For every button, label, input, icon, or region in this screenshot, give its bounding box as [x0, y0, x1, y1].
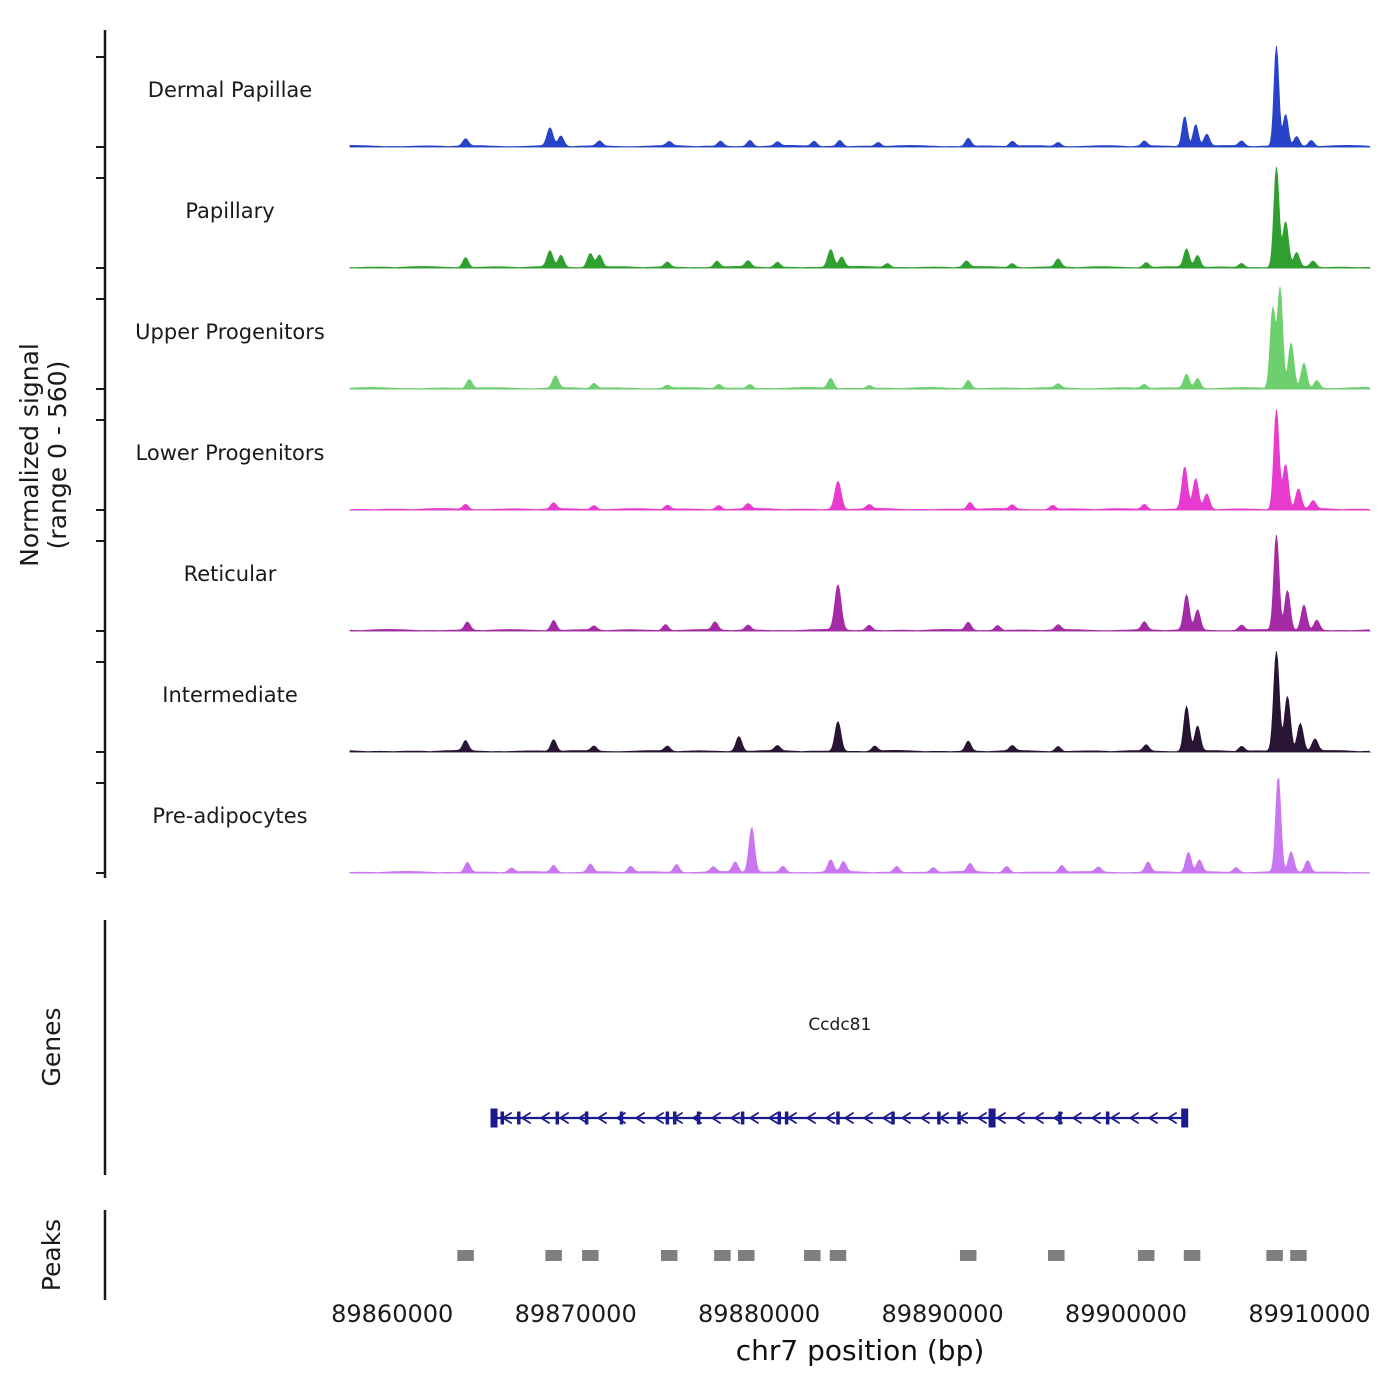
strand-arrow-icon [805, 1112, 816, 1124]
peak-region [714, 1250, 731, 1261]
strand-arrow-icon [976, 1112, 987, 1124]
strand-arrow-icon [900, 1112, 911, 1124]
strand-arrow-icon [881, 1112, 892, 1124]
strand-arrow-icon [1147, 1112, 1158, 1124]
strand-arrow-icon [653, 1112, 664, 1124]
signal-track-area [349, 651, 1372, 753]
peak-region [1183, 1250, 1201, 1261]
strand-arrow-icon [995, 1112, 1006, 1124]
strand-arrow-icon [634, 1112, 645, 1124]
strand-arrow-icon [520, 1112, 531, 1124]
track-label: Dermal Papillae [148, 78, 312, 102]
strand-arrow-icon [919, 1112, 930, 1124]
gene-exon [937, 1111, 941, 1125]
signal-track-area [349, 409, 1372, 511]
x-tick-label: 89890000 [881, 1300, 1003, 1328]
gene-exon [1058, 1111, 1062, 1125]
gene-exon [665, 1111, 670, 1125]
y-axis-label-line1: Normalized signal [15, 343, 44, 567]
gene-name-label: Ccdc81 [808, 1015, 871, 1035]
peaks-section-label: Peaks [37, 1219, 66, 1291]
strand-arrow-icon [843, 1112, 854, 1124]
peak-region [582, 1250, 599, 1261]
gene-exon [836, 1111, 840, 1125]
gene-exon [957, 1111, 961, 1125]
strand-arrow-icon [1166, 1112, 1177, 1124]
peak-region [959, 1250, 977, 1261]
strand-arrow-icon [539, 1112, 550, 1124]
strand-arrow-icon [1128, 1112, 1139, 1124]
peak-region [660, 1250, 678, 1261]
gene-exon [517, 1111, 521, 1125]
peak-region [738, 1250, 755, 1261]
peak-region [1137, 1250, 1155, 1261]
track-label: Pre-adipocytes [152, 804, 307, 828]
gene-exon [672, 1111, 677, 1125]
x-tick-label: 89860000 [331, 1300, 453, 1328]
strand-arrow-icon [710, 1112, 721, 1124]
signal-track-area [349, 46, 1372, 148]
track-label: Papillary [185, 199, 274, 223]
x-tick-label: 89880000 [698, 1300, 820, 1328]
signal-track-area [349, 777, 1371, 874]
strand-arrow-icon [748, 1112, 759, 1124]
strand-arrow-icon [729, 1112, 740, 1124]
signal-track-area [349, 534, 1371, 632]
peak-region [545, 1250, 562, 1261]
strand-arrow-icon [1071, 1112, 1082, 1124]
gene-exon [696, 1111, 701, 1125]
gene-exon [584, 1111, 589, 1125]
gene-exon [490, 1108, 498, 1128]
strand-arrow-icon [596, 1112, 607, 1124]
strand-arrow-icon [1033, 1112, 1044, 1124]
gene-exon [555, 1111, 560, 1125]
strand-arrow-icon [824, 1112, 835, 1124]
peak-region [829, 1250, 847, 1261]
gene-exon [1105, 1111, 1110, 1125]
signal-track-area [349, 286, 1371, 390]
x-tick-label: 89910000 [1248, 1300, 1370, 1328]
track-label: Intermediate [162, 683, 298, 707]
strand-arrow-icon [1014, 1112, 1025, 1124]
x-axis-label: chr7 position (bp) [735, 1334, 985, 1367]
gene-exon [740, 1111, 745, 1125]
gene-exon [891, 1111, 895, 1125]
gene-exon [988, 1108, 996, 1128]
y-axis-label-line2: (range 0 - 560) [43, 361, 72, 550]
gene-exon [784, 1111, 789, 1125]
gene-exon [1181, 1108, 1189, 1128]
strand-arrow-icon [577, 1112, 588, 1124]
track-label: Upper Progenitors [135, 320, 325, 344]
genes-section-label: Genes [37, 1007, 66, 1086]
peak-region [1290, 1250, 1307, 1261]
peak-region [1048, 1250, 1065, 1261]
strand-arrow-icon [1090, 1112, 1101, 1124]
peak-region [1266, 1250, 1283, 1261]
x-tick-label: 89870000 [515, 1300, 637, 1328]
x-tick-label: 89900000 [1065, 1300, 1187, 1328]
track-label: Lower Progenitors [136, 441, 325, 465]
track-label: Reticular [184, 562, 277, 586]
strand-arrow-icon [558, 1112, 569, 1124]
strand-arrow-icon [767, 1112, 778, 1124]
gene-exon [777, 1111, 782, 1125]
peak-region [457, 1250, 474, 1261]
strand-arrow-icon [862, 1112, 873, 1124]
signal-track-area [349, 166, 1372, 269]
peak-region [804, 1250, 821, 1261]
strand-arrow-icon [1109, 1112, 1120, 1124]
gene-exon [500, 1111, 505, 1125]
gene-exon [619, 1111, 624, 1125]
